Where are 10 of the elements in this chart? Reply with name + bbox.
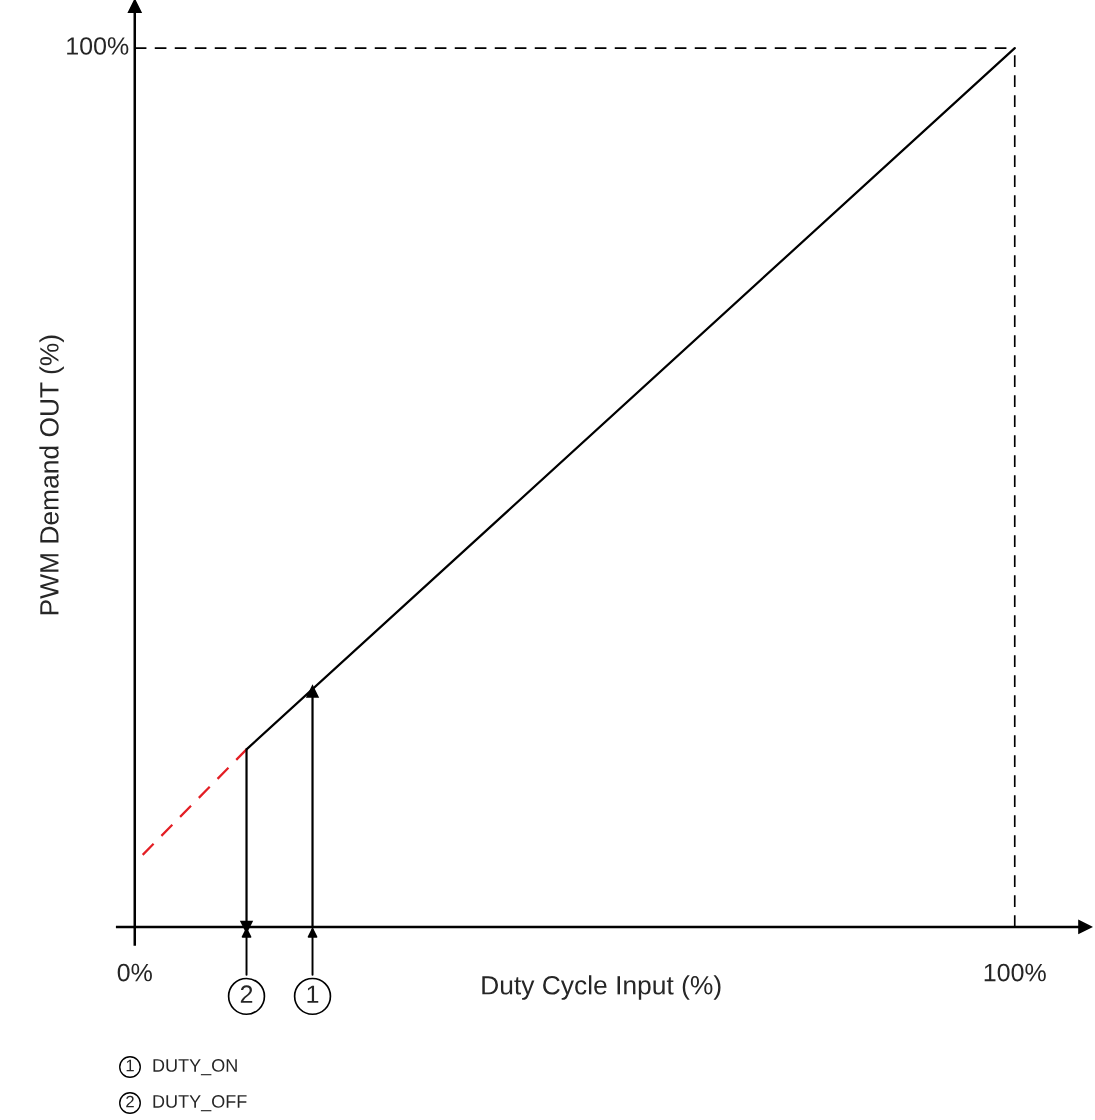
annotation: 1 [307,985,319,1003]
ref-line-label: 100% [67,37,129,55]
x-tick-label: 0% [117,963,152,982]
text: 2 [126,1095,134,1108]
text: DUTY_OFF [153,1095,247,1112]
y-axis-title: PWM Demand OUT (%) [39,335,64,615]
x-axis-title: Duty Cycle Input (%) [482,975,721,1000]
text: DUTY_ON [153,1059,237,1076]
annotation: 2 [240,985,253,1003]
text: 1 [126,1059,134,1072]
